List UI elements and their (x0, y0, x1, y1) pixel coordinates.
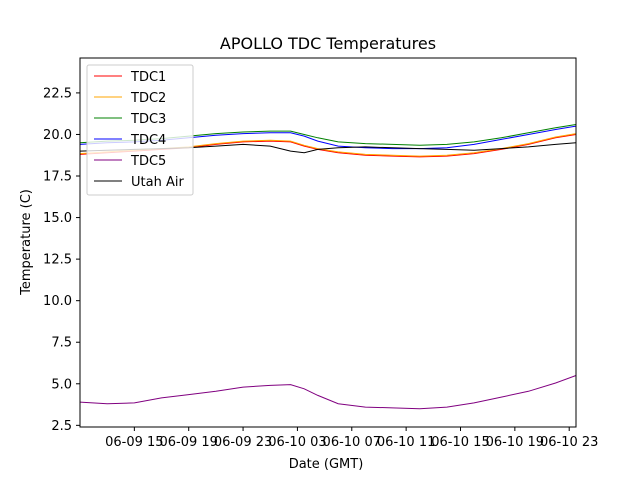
x-axis-title: Date (GMT) (289, 457, 364, 472)
x-tick-label: 06-09 15 (105, 435, 163, 450)
legend-label: Utah Air (131, 175, 184, 190)
y-axis-ticks: 2.5 5.0 7.5 10.0 12.5 15.0 17.5 20.0 22.5 (43, 86, 80, 434)
x-tick-label: 06-10 15 (431, 435, 489, 450)
y-tick-label: 22.5 (43, 86, 72, 101)
x-tick-label: 06-10 19 (486, 435, 544, 450)
legend-label: TDC3 (130, 112, 166, 127)
series-line-tdc5 (79, 375, 577, 410)
x-tick-label: 06-10 11 (377, 435, 435, 450)
legend-label: TDC1 (130, 70, 166, 85)
legend-label: TDC4 (130, 133, 166, 148)
y-tick-label: 17.5 (43, 170, 72, 185)
y-tick-label: 5.0 (51, 377, 72, 392)
x-tick-label: 06-10 07 (323, 435, 381, 450)
y-tick-label: 12.5 (43, 253, 72, 268)
legend: TDC1 TDC2 TDC3 TDC4 TDC5 Utah Air (86, 64, 194, 196)
y-tick-label: 2.5 (51, 419, 72, 434)
x-tick-label: 06-09 23 (214, 435, 272, 450)
x-tick-label: 06-10 03 (268, 435, 326, 450)
y-tick-label: 15.0 (43, 211, 72, 226)
y-axis-title: Temperature (C) (19, 189, 34, 296)
x-tick-label: 06-10 23 (540, 435, 598, 450)
legend-label: TDC5 (130, 154, 166, 169)
chart-title: APOLLO TDC Temperatures (220, 34, 436, 53)
x-tick-label: 06-09 19 (159, 435, 217, 450)
y-tick-label: 10.0 (43, 294, 72, 309)
plot-area-frame (79, 57, 577, 428)
y-tick-label: 20.0 (43, 128, 72, 143)
legend-label: TDC2 (130, 91, 166, 106)
y-tick-label: 7.5 (51, 336, 72, 351)
